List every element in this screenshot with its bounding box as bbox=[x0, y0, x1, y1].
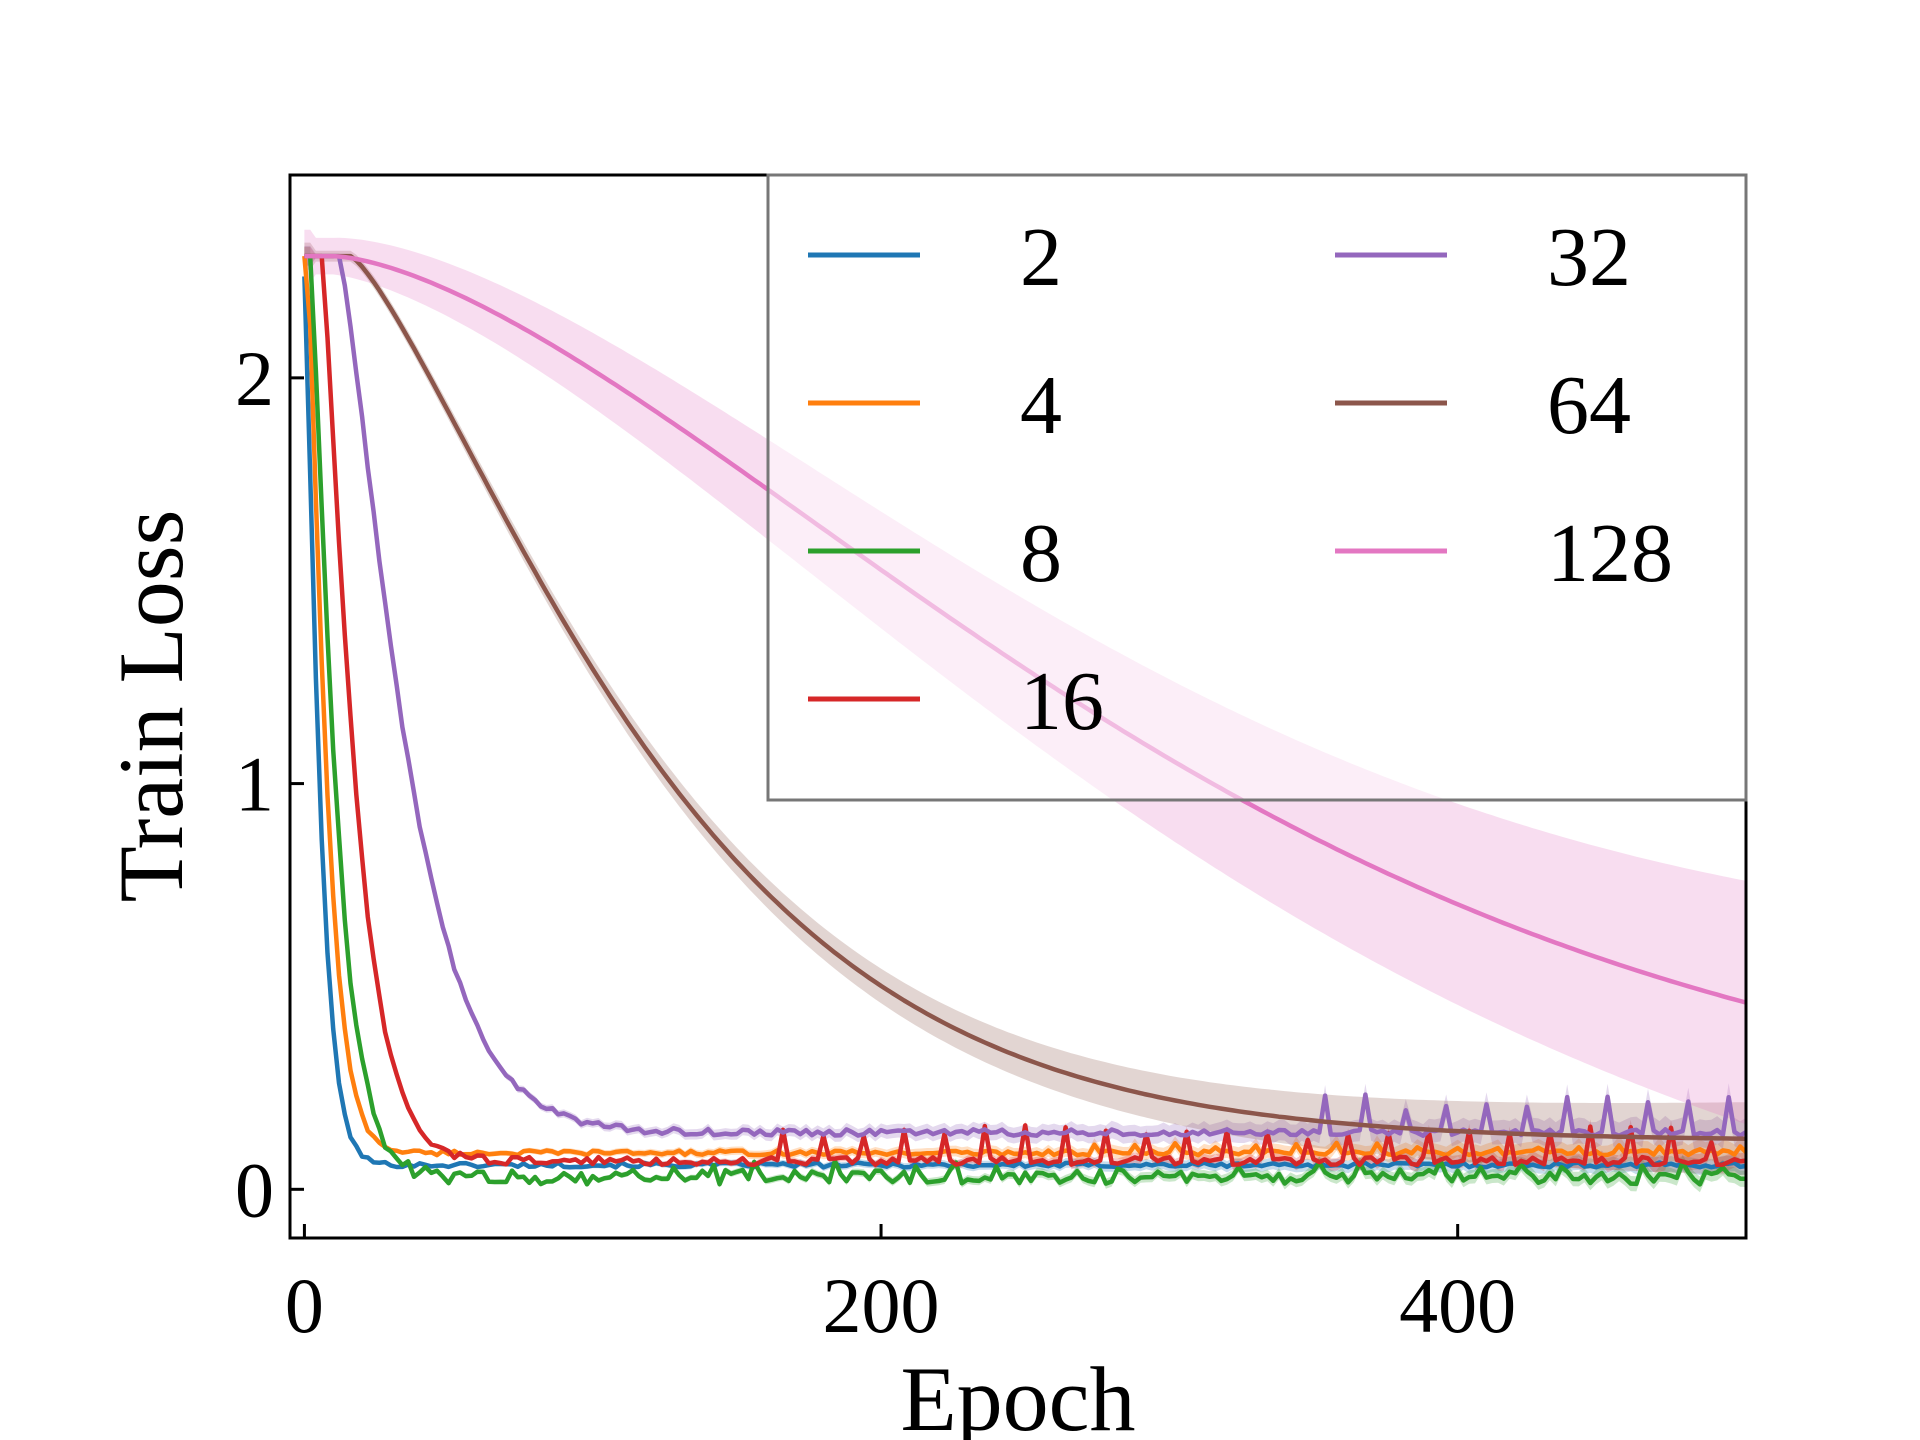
legend-label-16: 16 bbox=[1020, 655, 1104, 748]
legend-label-64: 64 bbox=[1547, 359, 1631, 452]
legend: 2 4 8 16 32 64 128 bbox=[766, 173, 1748, 802]
y-tick-label: 1 bbox=[235, 741, 274, 828]
legend-label-128: 128 bbox=[1547, 507, 1673, 600]
series-lines bbox=[302, 253, 1746, 1187]
legend-frame bbox=[766, 173, 1748, 802]
legend-label-8: 8 bbox=[1020, 507, 1062, 600]
x-axis-label: Epoch bbox=[900, 1348, 1135, 1440]
line-64 bbox=[304, 253, 1746, 1141]
y-axis-label: Train Loss bbox=[100, 510, 202, 903]
x-tick-label: 200 bbox=[823, 1262, 940, 1349]
line-8 bbox=[304, 253, 1746, 1187]
y-axis-ticks: 0 1 2 bbox=[235, 335, 304, 1233]
legend-label-4: 4 bbox=[1020, 359, 1062, 452]
y-tick-label: 0 bbox=[235, 1146, 274, 1233]
legend-label-2: 2 bbox=[1020, 211, 1062, 304]
legend-label-32: 32 bbox=[1547, 211, 1631, 304]
x-tick-label: 400 bbox=[1399, 1262, 1516, 1349]
line-16 bbox=[304, 253, 1746, 1168]
x-tick-label: 0 bbox=[285, 1262, 324, 1349]
y-tick-label: 2 bbox=[235, 335, 274, 422]
x-axis-ticks: 0 200 400 bbox=[285, 1224, 1516, 1349]
